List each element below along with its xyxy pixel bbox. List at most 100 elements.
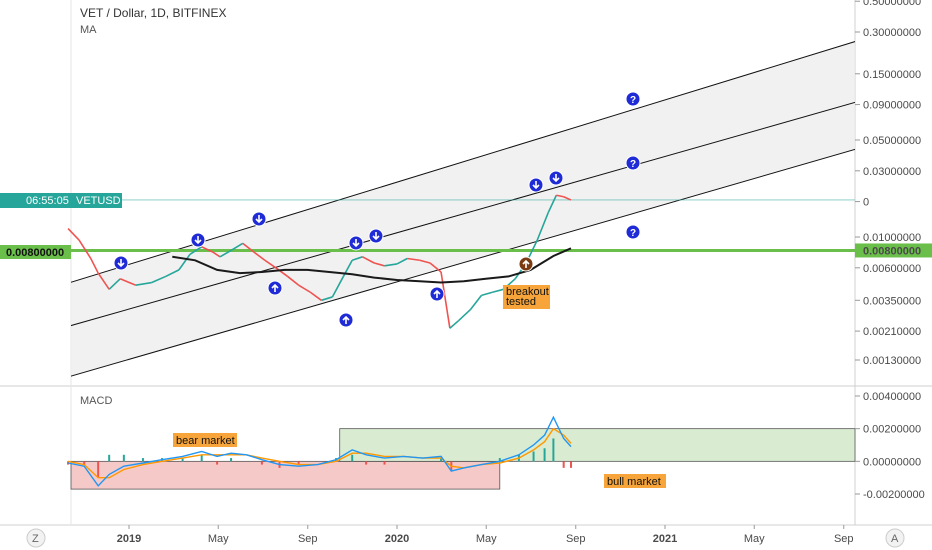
- price-tick-label: 0.00600000: [863, 263, 921, 275]
- price-segment-up: [331, 276, 345, 298]
- time-tick-label: 2020: [385, 533, 409, 545]
- price-segment-up: [396, 257, 408, 265]
- last-price-time: 06:55:05: [26, 195, 69, 207]
- down-arrow-icon: [255, 215, 263, 224]
- price-tick-label: 0.00350000: [863, 295, 921, 307]
- question-mark-text: ?: [630, 95, 636, 106]
- last-price-tag: [0, 193, 122, 208]
- bull-market-region: [339, 428, 856, 462]
- price-segment-down: [90, 258, 99, 274]
- price-tick-label: 0.03000000: [863, 166, 921, 178]
- breakout-note-line1: breakout: [506, 286, 549, 298]
- price-segment-down: [298, 284, 311, 293]
- price-segment-down: [287, 275, 300, 286]
- price-segment-down: [119, 278, 136, 286]
- down-arrow-icon: [532, 181, 540, 190]
- down-arrow-icon: [552, 174, 560, 183]
- price-tick-label: 0.00210000: [863, 326, 921, 338]
- support-axis-tag: [855, 243, 932, 258]
- bear-market-region: [70, 460, 501, 490]
- price-segment-down: [362, 256, 375, 264]
- down-arrow-icon: [194, 236, 202, 245]
- price-tick-label: 0.15000000: [863, 69, 921, 81]
- price-segment-down: [407, 257, 420, 262]
- support-price-label: 0.00800000: [6, 247, 64, 259]
- price-segment-down: [97, 272, 110, 290]
- auto-scale-button-bg: [885, 528, 905, 548]
- price-segment-down: [429, 262, 442, 273]
- question-mark-text: ?: [630, 228, 636, 239]
- price-segment-up: [151, 275, 167, 284]
- price-segment-up: [536, 212, 549, 241]
- question-marker: [625, 224, 641, 240]
- bull-note-box: [604, 474, 666, 488]
- macd-label: MACD: [80, 395, 112, 407]
- price-tick-label: 0.05000000: [863, 135, 921, 147]
- chart-title: VET / Dollar, 1D, BITFINEX: [80, 6, 226, 20]
- price-segment-down: [563, 196, 572, 201]
- price-segment-down: [556, 194, 564, 198]
- price-segment-up: [135, 281, 152, 286]
- price-tick-label: 0: [863, 197, 869, 209]
- price-segment-up: [458, 309, 471, 322]
- price-segment-up: [230, 242, 244, 252]
- macd-tick-label: 0.00400000: [863, 391, 921, 403]
- macd-tick-label: 0.00000000: [863, 456, 921, 468]
- down-arrow-icon: [117, 259, 125, 268]
- moving-average-line: [172, 247, 572, 284]
- price-segment-down: [275, 267, 289, 278]
- price-tick-label: 0.01000000: [863, 232, 921, 244]
- price-segment-up: [108, 278, 121, 290]
- up-arrow-icon: [342, 315, 350, 324]
- time-tick-label: May: [744, 533, 765, 545]
- last-price-symbol: VETUSD: [76, 195, 121, 207]
- price-segment-down: [67, 228, 80, 241]
- price-segment-up: [492, 288, 504, 294]
- time-tick-label: 2021: [653, 533, 677, 545]
- macd-tick-label: -0.00200000: [863, 489, 925, 501]
- price-segment-up: [178, 253, 191, 271]
- question-marker: [625, 155, 641, 171]
- price-segment-up: [547, 194, 558, 213]
- price-segment-up: [481, 291, 493, 297]
- price-segment-up: [165, 269, 180, 278]
- price-segment-down: [242, 242, 255, 253]
- breakout-note-line2: tested: [506, 296, 536, 308]
- price-segment-up: [219, 249, 232, 258]
- time-tick-label: May: [476, 533, 497, 545]
- channel-fill: [71, 41, 855, 377]
- zoom-button[interactable]: Z: [32, 533, 39, 545]
- question-mark-text: ?: [630, 159, 636, 170]
- price-segment-up: [469, 294, 483, 311]
- macd-signal-line: [67, 427, 572, 479]
- price-tick-label: 0.00130000: [863, 355, 921, 367]
- down-arrow-icon: [352, 239, 360, 248]
- macd-tick-label: 0.00200000: [863, 424, 921, 436]
- breakout-note-box: [503, 285, 550, 309]
- price-segment-down: [212, 251, 221, 258]
- channel-lower-line: [71, 148, 855, 377]
- support-axis-tag-label: 0.00800000: [863, 245, 921, 257]
- price-tick-label: 0.30000000: [863, 27, 921, 39]
- price-segment-up: [321, 296, 333, 302]
- up-arrow-icon: [522, 259, 530, 268]
- price-segment-down: [440, 271, 451, 329]
- price-segment-down: [264, 259, 277, 269]
- price-segment-up: [384, 263, 398, 267]
- question-marker: [625, 91, 641, 107]
- ma-indicator-label: MA: [80, 24, 97, 36]
- price-segment-down: [253, 251, 266, 261]
- bull-market-label: bull market: [607, 476, 661, 488]
- auto-scale-button[interactable]: A: [891, 533, 899, 545]
- bear-note-box: [173, 433, 237, 447]
- macd-line: [67, 415, 572, 487]
- price-segment-down: [309, 291, 322, 301]
- price-segment-up: [449, 319, 460, 329]
- zoom-button-bg: [26, 528, 46, 548]
- price-segment-down: [78, 239, 92, 259]
- price-tick-label: 0.09000000: [863, 100, 921, 112]
- time-tick-label: Sep: [298, 533, 318, 545]
- support-price-tag: [0, 245, 71, 259]
